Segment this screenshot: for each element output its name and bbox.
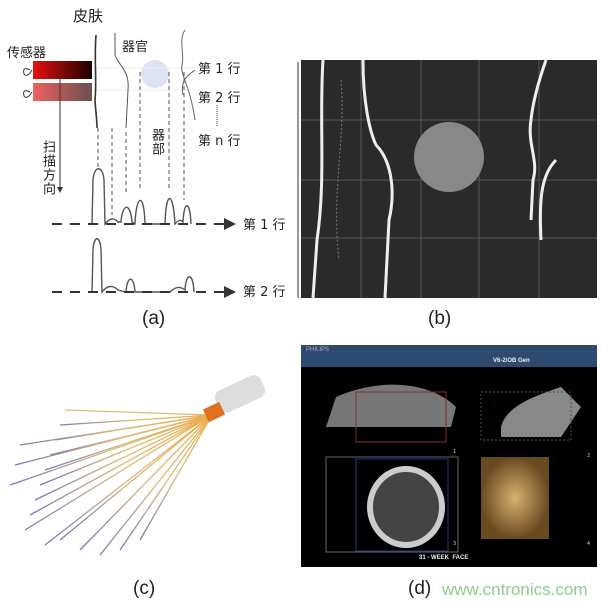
view-number-1: 1 — [453, 449, 457, 455]
organ-circle — [141, 60, 169, 88]
ultrasound-views — [325, 384, 581, 553]
row-label-top-2: 第 2 行 — [198, 91, 241, 106]
path-label: 器部 — [149, 128, 164, 156]
caption-a: (a) — [142, 308, 166, 329]
caption-b: (b) — [428, 308, 452, 329]
panel-a: 皮肤 器官 传感器 扫描方向 器部 第 1 行 第 2 行 第 n 行 第 1 … — [0, 0, 300, 310]
panel-d-ultrasound: PHILIPS V6-2/OB Gen 1 2 3 4 31 - WEEK FA… — [301, 345, 597, 567]
organ-label: 器官 — [122, 40, 149, 55]
caption-c: (c) — [133, 578, 156, 599]
probe-tip — [202, 401, 226, 423]
row-label-top-n: 第 n 行 — [198, 134, 241, 149]
sensor-label: 传感器 — [7, 46, 47, 61]
caption-d: (d) — [408, 578, 432, 599]
brand-label: PHILIPS — [306, 347, 330, 353]
row-label-bottom-1: 第 1 行 — [243, 218, 286, 233]
row-label-bottom-2: 第 2 行 — [243, 285, 286, 300]
skin-line — [94, 34, 98, 129]
view-number-4: 4 — [587, 541, 591, 547]
watermark: www.cntronics.com — [442, 580, 588, 599]
view-number-3: 3 — [453, 541, 457, 547]
view-number-2: 2 — [587, 453, 591, 459]
panel-c-probe-beams — [9, 375, 266, 556]
probe-body — [214, 375, 266, 413]
sensor-2 — [33, 83, 92, 101]
panel-b-image-grid — [301, 60, 597, 298]
footer-label: 31 - WEEK FACE — [419, 555, 469, 561]
sensor-1 — [33, 61, 92, 79]
scan-direction-label: 扫描方向 — [40, 140, 55, 196]
row-label-top-1: 第 1 行 — [198, 62, 241, 77]
a-mode-diagram — [23, 29, 299, 298]
skin-label: 皮肤 — [73, 7, 104, 25]
mode-label: V6-2/OB Gen — [493, 358, 530, 364]
ultrasound-header — [301, 345, 597, 367]
